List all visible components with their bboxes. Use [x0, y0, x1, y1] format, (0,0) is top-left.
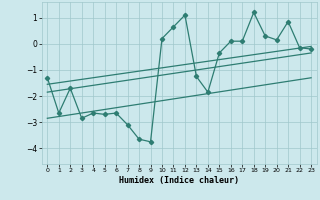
X-axis label: Humidex (Indice chaleur): Humidex (Indice chaleur) [119, 176, 239, 185]
